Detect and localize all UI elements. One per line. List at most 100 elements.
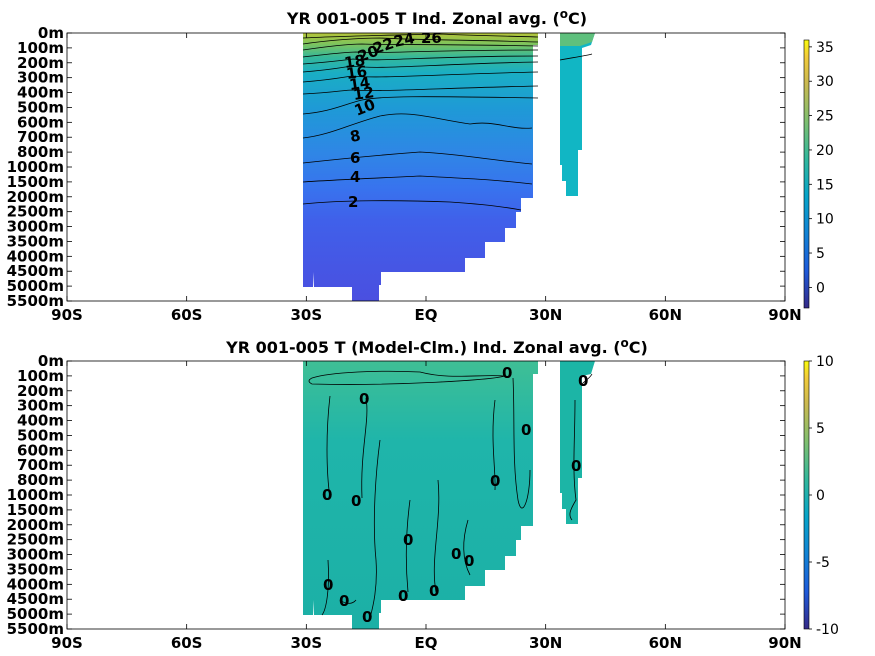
bottom-y-tick-label: 2500m — [7, 531, 64, 549]
bottom-x-axis: 90S 60S 30S EQ 30N 60N 90N — [51, 361, 802, 652]
bottom-y-tick-label: 300m — [17, 397, 64, 415]
contour-label-14: 14 — [348, 73, 371, 94]
contour-label-0-g: 0 — [322, 486, 332, 504]
top-x-tick-label: EQ — [415, 306, 438, 324]
top-y-tick-label: 200m — [17, 54, 64, 72]
bottom-y-axis: 0m100m200m300m400m500m600m700m800m1000m1… — [7, 352, 785, 638]
contour-label-0-b: 0 — [578, 372, 588, 390]
contour-label-0-f: 0 — [490, 472, 500, 490]
bottom-y-tick-label: 400m — [17, 412, 64, 430]
bottom-chart-title: YR 001-005 T (Model-Clm.) Ind. Zonal avg… — [225, 336, 648, 357]
contour-label-0-j: 0 — [451, 545, 461, 563]
top-y-tick-label: 4000m — [7, 247, 64, 265]
top-x-tick-label: 30S — [290, 306, 322, 324]
contour-label-0-a: 0 — [502, 364, 512, 382]
bottom-plot-area: 0 0 0 0 0 0 0 0 0 0 0 0 0 0 0 0 — [303, 361, 595, 629]
bottom-x-tick-label: 60N — [649, 634, 682, 652]
top-y-tick-label: 0m — [38, 24, 64, 42]
contour-label-0-k: 0 — [464, 552, 474, 570]
top-y-tick-label: 400m — [17, 84, 64, 102]
contour-label-12: 12 — [352, 83, 375, 104]
bottom-y-tick-label: 500m — [17, 426, 64, 444]
bottom-panel: YR 001-005 T (Model-Clm.) Ind. Zonal avg… — [7, 336, 839, 652]
top-y-tick-label: 800m — [17, 143, 64, 161]
bottom-y-tick-label: 0m — [38, 352, 64, 370]
top-colorbar-tick-label: 0 — [816, 280, 825, 296]
top-colorbar-tick-label: 30 — [816, 74, 834, 90]
top-colorbar-tick-label: 20 — [816, 143, 834, 159]
top-colorbar: 0 5 10 15 20 25 30 35 — [803, 39, 834, 309]
contour-label-0-e: 0 — [571, 457, 581, 475]
bottom-x-tick-label: 30S — [290, 634, 322, 652]
bottom-colorbar: -10 -5 0 5 10 — [803, 354, 839, 638]
top-y-tick-label: 600m — [17, 113, 64, 131]
bottom-x-tick-label: 30N — [529, 634, 562, 652]
bottom-colorbar-tick-label: 0 — [816, 488, 825, 504]
contour-label-0-o: 0 — [339, 592, 349, 610]
bottom-y-tick-label: 1000m — [7, 486, 64, 504]
bottom-y-tick-label: 4000m — [7, 575, 64, 593]
top-colorbar-tick-label: 35 — [816, 40, 834, 56]
bottom-colorbar-tick-label: -5 — [816, 555, 830, 571]
bottom-y-tick-label: 3500m — [7, 560, 64, 578]
bottom-x-tick-label: 90N — [768, 634, 801, 652]
bottom-contours — [308, 370, 593, 619]
bottom-x-tick-label: 60S — [171, 634, 203, 652]
top-field-north — [560, 33, 595, 196]
contour-label-0-n: 0 — [398, 587, 408, 605]
bottom-y-tick-label: 3000m — [7, 546, 64, 564]
contour-label-22: 22 — [371, 34, 396, 58]
top-y-tick-label: 100m — [17, 39, 64, 57]
top-colorbar-tick-label: 10 — [816, 212, 834, 228]
top-y-tick-label: 300m — [17, 69, 64, 87]
top-x-tick-label: 90S — [51, 306, 83, 324]
bottom-y-tick-label: 5500m — [7, 620, 64, 638]
top-y-tick-label: 5000m — [7, 277, 64, 295]
top-colorbar-tick-label: 5 — [816, 246, 825, 262]
contour-label-0-l: 0 — [323, 576, 333, 594]
contour-label-8: 8 — [349, 126, 362, 146]
contour-label-0-c: 0 — [359, 390, 369, 408]
top-y-tick-label: 4500m — [7, 262, 64, 280]
top-colorbar-gradient — [803, 39, 810, 309]
bottom-y-tick-label: 700m — [17, 456, 64, 474]
top-y-tick-label: 3000m — [7, 218, 64, 236]
bottom-colorbar-gradient — [803, 360, 810, 630]
top-contour-labels: 26 24 22 20 18 16 14 12 10 8 6 4 2 — [343, 29, 442, 211]
contour-label-6: 6 — [350, 149, 360, 167]
top-y-tick-label: 500m — [17, 98, 64, 116]
top-colorbar-tick-label: 15 — [816, 177, 834, 193]
bottom-y-tick-label: 2000m — [7, 516, 64, 534]
bottom-contour-labels: 0 0 0 0 0 0 0 0 0 0 0 0 0 0 0 0 — [322, 364, 588, 626]
contour-label-26: 26 — [421, 29, 442, 47]
top-y-tick-label: 1500m — [7, 173, 64, 191]
contour-label-0-m: 0 — [429, 582, 439, 600]
bottom-colorbar-tick-label: 10 — [816, 354, 834, 370]
bottom-y-tick-label: 100m — [17, 367, 64, 385]
contour-label-24: 24 — [392, 29, 416, 51]
top-chart-title: YR 001-005 T Ind. Zonal avg. (oC) — [286, 7, 587, 28]
bottom-colorbar-tick-label: 5 — [816, 421, 825, 437]
top-x-tick-label: 60S — [171, 306, 203, 324]
contour-label-0-h: 0 — [351, 492, 361, 510]
contour-label-18: 18 — [343, 51, 366, 72]
contour-label-0-d: 0 — [521, 421, 531, 439]
top-colorbar-tick-label: 25 — [816, 109, 834, 125]
bottom-y-tick-label: 5000m — [7, 605, 64, 623]
bottom-x-tick-label: 90S — [51, 634, 83, 652]
bottom-field-main — [303, 361, 538, 629]
contour-label-4: 4 — [350, 168, 360, 186]
bottom-field-north — [560, 361, 595, 524]
bottom-y-tick-label: 800m — [17, 471, 64, 489]
contour-label-16: 16 — [345, 62, 368, 83]
top-y-tick-label: 700m — [17, 128, 64, 146]
top-contours — [302, 33, 593, 211]
bottom-y-tick-label: 200m — [17, 382, 64, 400]
top-y-tick-label: 1000m — [7, 158, 64, 176]
top-y-tick-label: 3500m — [7, 232, 64, 250]
top-y-tick-label: 2000m — [7, 188, 64, 206]
top-y-tick-label: 5500m — [7, 292, 64, 310]
top-x-axis: 90S 60S 30S EQ 30N 60N 90N — [51, 33, 802, 324]
top-x-tick-label: 90N — [768, 306, 801, 324]
